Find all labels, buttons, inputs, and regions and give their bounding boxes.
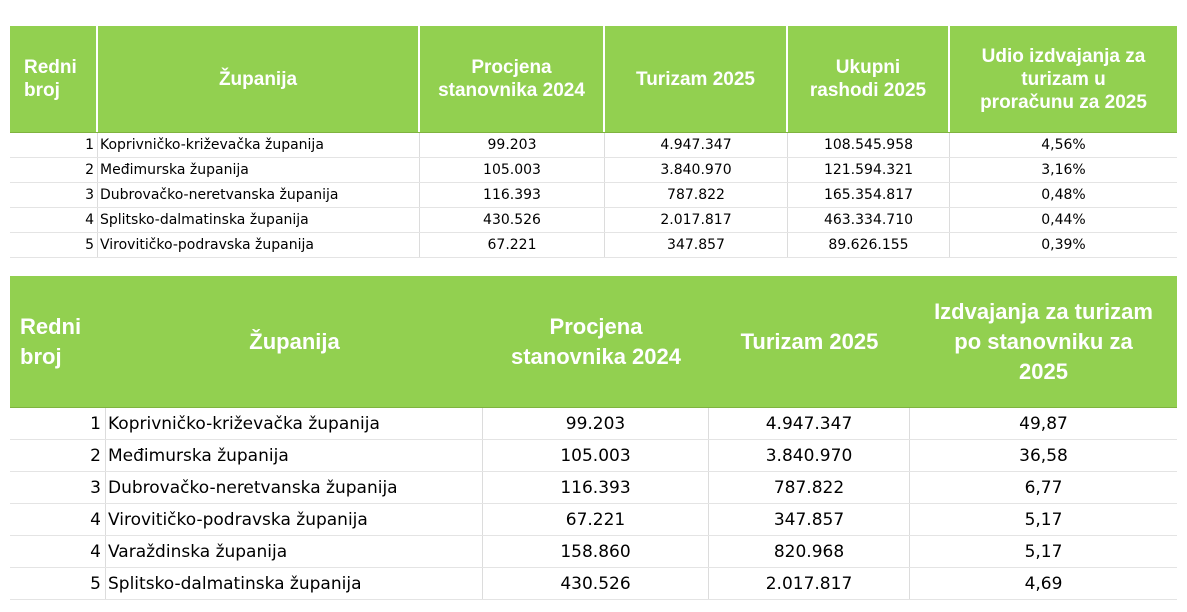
- cell-tourism: 3.840.970: [709, 440, 910, 471]
- cell-per-capita: 6,77: [1024, 477, 1063, 498]
- cell-per-capita: 36,58: [1019, 445, 1068, 466]
- header-share: Udio izdvajanja za turizam u proračunu za …: [980, 45, 1147, 113]
- cell-rank: 4: [10, 536, 106, 567]
- cell-county: Međimurska županija: [106, 440, 483, 471]
- table-row: 3 Dubrovačko-neretvanska županija 116.393 7…: [10, 472, 1177, 504]
- cell-rank: 1: [10, 133, 98, 157]
- cell-rank: 3: [10, 183, 98, 207]
- cell-rank: 2: [10, 158, 98, 182]
- cell-county: Dubrovačko-neretvanska županija: [106, 472, 483, 503]
- cell-expenses: 121.594.321: [788, 158, 950, 182]
- header-expenses: Ukupni rashodi 2025: [788, 26, 950, 132]
- cell-rank: 5: [10, 568, 106, 599]
- cell-tourism: 3.840.970: [605, 158, 788, 182]
- cell-rank: 1: [10, 408, 106, 439]
- cell-rank: 3: [10, 472, 106, 503]
- header-tourism: Turizam 2025: [740, 328, 879, 354]
- header-per-capita: Izdvajanja za turizam po stanovniku za 202…: [934, 298, 1153, 384]
- table-row: 1 Koprivničko-križevačka županija 99.203 4.…: [10, 133, 1177, 158]
- cell-population: 105.003: [420, 158, 605, 182]
- cell-county: Koprivničko-križevačka županija: [98, 133, 420, 157]
- cell-tourism: 787.822: [605, 183, 788, 207]
- table-row: 1 Koprivničko-križevačka županija 99.203 4.…: [10, 408, 1177, 440]
- header-population: Procjena stanovnika 2024: [420, 26, 605, 132]
- header-county: Županija: [98, 26, 420, 132]
- table-row: 4 Splitsko-dalmatinska županija 430.526 2.0…: [10, 208, 1177, 233]
- cell-share: 4,56%: [1041, 137, 1086, 153]
- cell-tourism: 820.968: [709, 536, 910, 567]
- cell-tourism: 2.017.817: [709, 568, 910, 599]
- cell-per-capita: 49,87: [1019, 413, 1068, 434]
- table-row: 2 Međimurska županija 105.003 3.840.970 121.…: [10, 158, 1177, 183]
- header-tourism: Turizam 2025: [605, 26, 788, 132]
- cell-population: 67.221: [420, 233, 605, 257]
- table-row: 4 Varaždinska županija 158.860 820.968 5,17: [10, 536, 1177, 568]
- cell-population: 99.203: [483, 408, 709, 439]
- cell-rank: 2: [10, 440, 106, 471]
- cell-population: 116.393: [420, 183, 605, 207]
- cell-expenses: 165.354.817: [788, 183, 950, 207]
- cell-county: Međimurska županija: [98, 158, 420, 182]
- table-row: 5 Virovitičko-podravska županija 67.221 347…: [10, 233, 1177, 258]
- cell-per-capita: 5,17: [1024, 509, 1063, 530]
- cell-rank: 4: [10, 208, 98, 232]
- cell-population: 67.221: [483, 504, 709, 535]
- table-row: 4 Virovitičko-podravska županija 67.221 347…: [10, 504, 1177, 536]
- table-row: 2 Međimurska županija 105.003 3.840.970 36,5…: [10, 440, 1177, 472]
- table-header: Redni broj Županija Procjena stanovnika 20…: [10, 26, 1177, 133]
- cell-county: Varaždinska županija: [106, 536, 483, 567]
- cell-tourism: 347.857: [709, 504, 910, 535]
- header-county: Županija: [249, 328, 340, 354]
- tourism-per-capita-table: Redni broj Županija Procjena stanovnika 20…: [10, 276, 1177, 600]
- cell-county: Koprivničko-križevačka županija: [106, 408, 483, 439]
- cell-share: 0,39%: [1041, 237, 1086, 253]
- header-rank: Redni broj: [10, 26, 98, 132]
- cell-rank: 4: [10, 504, 106, 535]
- cell-per-capita: 5,17: [1024, 541, 1063, 562]
- cell-expenses: 108.545.958: [788, 133, 950, 157]
- header-rank: Redni broj: [20, 313, 82, 369]
- cell-population: 158.860: [483, 536, 709, 567]
- cell-share: 3,16%: [1041, 162, 1086, 178]
- cell-population: 99.203: [420, 133, 605, 157]
- cell-population: 105.003: [483, 440, 709, 471]
- cell-population: 116.393: [483, 472, 709, 503]
- table-body: 1 Koprivničko-križevačka županija 99.203 4.…: [10, 133, 1177, 258]
- cell-tourism: 2.017.817: [605, 208, 788, 232]
- cell-county: Splitsko-dalmatinska županija: [106, 568, 483, 599]
- cell-county: Splitsko-dalmatinska županija: [98, 208, 420, 232]
- cell-per-capita: 4,69: [1024, 573, 1063, 594]
- table-body: 1 Koprivničko-križevačka županija 99.203 4.…: [10, 408, 1177, 600]
- cell-tourism: 787.822: [709, 472, 910, 503]
- cell-county: Virovitičko-podravska županija: [106, 504, 483, 535]
- table-header: Redni broj Županija Procjena stanovnika 20…: [10, 276, 1177, 408]
- cell-tourism: 4.947.347: [709, 408, 910, 439]
- cell-tourism: 347.857: [605, 233, 788, 257]
- cell-population: 430.526: [483, 568, 709, 599]
- header-population: Procjena stanovnika 2024: [511, 313, 681, 369]
- cell-tourism: 4.947.347: [605, 133, 788, 157]
- cell-county: Dubrovačko-neretvanska županija: [98, 183, 420, 207]
- table-row: 5 Splitsko-dalmatinska županija 430.526 2.0…: [10, 568, 1177, 600]
- cell-rank: 5: [10, 233, 98, 257]
- cell-share: 0,44%: [1041, 212, 1086, 228]
- table-row: 3 Dubrovačko-neretvanska županija 116.393 7…: [10, 183, 1177, 208]
- cell-county: Virovitičko-podravska županija: [98, 233, 420, 257]
- cell-population: 430.526: [420, 208, 605, 232]
- cell-share: 0,48%: [1041, 187, 1086, 203]
- tourism-budget-share-table: Redni broj Županija Procjena stanovnika 20…: [10, 26, 1177, 258]
- cell-expenses: 89.626.155: [788, 233, 950, 257]
- cell-expenses: 463.334.710: [788, 208, 950, 232]
